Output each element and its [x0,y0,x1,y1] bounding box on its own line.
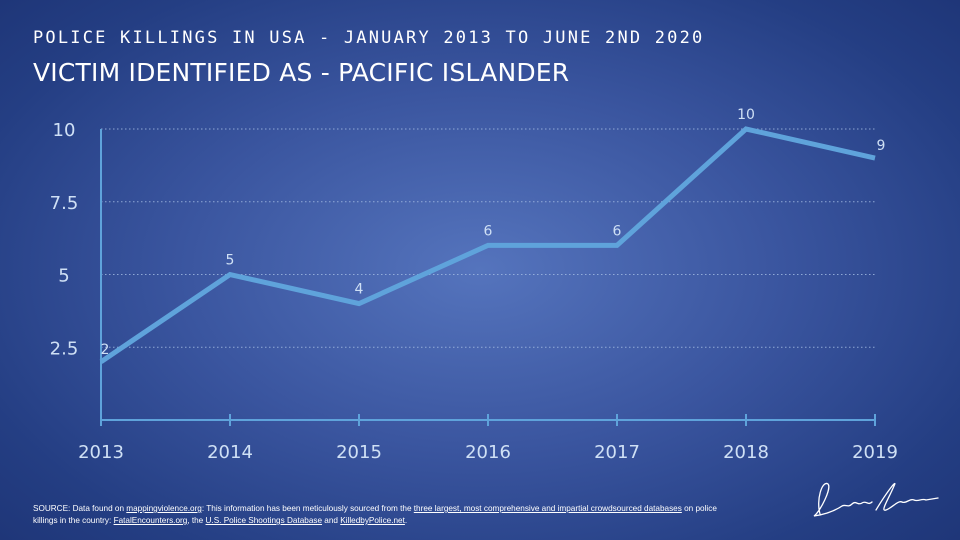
x-tick-label: 2015 [336,442,382,463]
data-label: 4 [355,282,364,298]
data-label: 6 [613,223,622,239]
chart-supertitle: POLICE KILLINGS IN USA - JANUARY 2013 TO… [33,28,705,48]
source-end: . [404,516,408,525]
x-tick-label: 2017 [594,442,640,463]
data-label: 5 [226,253,235,269]
x-tick-label: 2016 [465,442,511,463]
source-link-databases[interactable]: three largest, most comprehensive and im… [413,504,682,513]
x-tick-label: 2018 [723,442,769,463]
source-text: : This information has been meticulously… [201,504,414,513]
x-tick-label: 2014 [207,442,253,463]
data-label: 10 [737,107,755,123]
data-label: 6 [484,223,493,239]
source-text: on police killings in the country: [33,504,717,525]
source-text: and [322,516,341,525]
y-tick-label: 7.5 [50,193,79,214]
source-link-killedbypolice[interactable]: KilledbyPolice.net [340,516,405,525]
series-line [99,126,876,364]
y-tick-label: 2.5 [50,338,79,359]
y-tick-label: 10 [53,120,76,141]
source-link-police-shootings-database[interactable]: U.S. Police Shootings Database [205,516,323,525]
x-tick-label: 2019 [852,442,898,463]
y-tick-label: 5 [58,266,69,287]
source-link-mappingviolence[interactable]: mappingviolence.org [126,504,202,513]
data-label: 9 [877,138,886,154]
x-tick-label: 2013 [78,442,124,463]
data-label: 2 [101,342,110,358]
author-signature [813,482,939,517]
series-layer [99,126,876,364]
source-note: SOURCE: Data found on mappingviolence.or… [33,503,733,527]
source-text: , the [187,516,206,525]
axes: 2.5 5 7.5 10 2013 2014 2015 2016 2017 2018 2019 [50,120,898,463]
source-prefix: SOURCE: Data found on [33,504,127,513]
source-link-fatalencounters[interactable]: FatalEncounters.org [113,516,188,525]
chart-title: VICTIM IDENTIFIED AS - PACIFIC ISLANDER [33,58,570,87]
data-labels: 2 5 4 6 6 10 9 [101,107,886,358]
